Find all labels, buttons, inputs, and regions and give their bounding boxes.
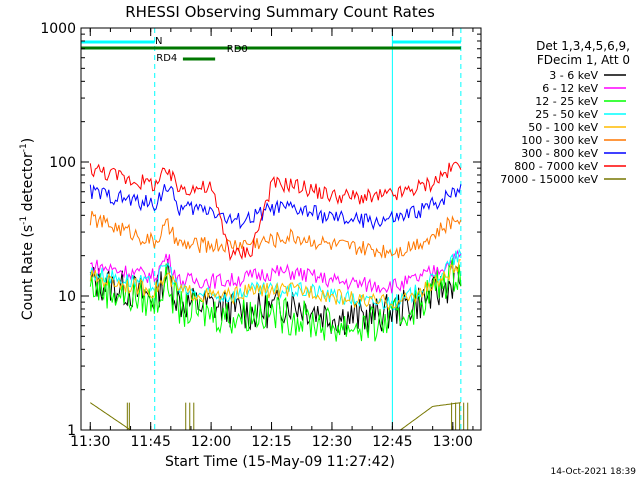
legend-label: 7000 - 15000 keV xyxy=(500,173,598,186)
x-axis-label: Start Time (15-May-09 11:27:42) xyxy=(165,454,395,470)
x-tick-label: 13:00 xyxy=(433,434,473,450)
series-line-3 xyxy=(89,248,462,311)
x-tick-label: 12:45 xyxy=(372,434,412,450)
legend-label: 12 - 25 keV xyxy=(535,95,598,108)
legend: Det 1,3,4,5,6,9, FDecim 1, Att 0 3 - 6 k… xyxy=(500,39,630,186)
legend-label: 6 - 12 keV xyxy=(542,82,598,95)
y-axis-label-mid: detector xyxy=(20,152,36,216)
y-tick-label: 1 xyxy=(67,423,76,439)
legend-label: 100 - 300 keV xyxy=(521,134,598,147)
legend-header-line2: FDecim 1, Att 0 xyxy=(537,53,630,67)
rd4-flag-label: RD4 xyxy=(156,53,177,64)
series-line-6 xyxy=(89,184,462,231)
x-tick-label: 12:30 xyxy=(312,434,352,450)
x-axis: 11:30 11:45 12:00 12:15 12:30 12:45 13:00 xyxy=(70,28,474,450)
series-line-4 xyxy=(89,259,461,311)
series-line-7 xyxy=(89,161,462,262)
y-axis-label-main: Count Rate (s xyxy=(20,225,36,320)
chart-title: RHESSI Observing Summary Count Rates xyxy=(125,3,435,21)
y-axis-label: Count Rate (s-1 detector-1) xyxy=(19,138,36,320)
series-line-2 xyxy=(89,258,462,342)
footer-timestamp: 14-Oct-2021 18:39 xyxy=(551,467,637,477)
y-axis-label-end: ) xyxy=(20,138,36,143)
y-axis-label-sup1: -1 xyxy=(19,216,29,225)
rd0-flag-label: RD0 xyxy=(227,44,248,55)
night-flag-label: N xyxy=(155,36,162,47)
plot-frame xyxy=(80,27,482,431)
series-line-1 xyxy=(90,249,462,294)
x-tick-label: 12:00 xyxy=(191,434,231,450)
flag-bars: N RD0 RD4 xyxy=(81,36,461,64)
legend-label: 300 - 800 keV xyxy=(521,147,598,160)
y-tick-label: 100 xyxy=(49,155,76,171)
x-tick-label: 11:45 xyxy=(131,434,171,450)
y-axis: 1 10 100 1000 xyxy=(40,21,481,439)
x-tick-label: 11:30 xyxy=(70,434,110,450)
y-axis-label-sup2: -1 xyxy=(19,143,29,152)
x-tick-label: 12:15 xyxy=(251,434,291,450)
legend-label: 800 - 7000 keV xyxy=(514,160,598,173)
legend-header-line1: Det 1,3,4,5,6,9, xyxy=(536,39,630,53)
y-tick-label: 1000 xyxy=(40,21,76,37)
series-line-5 xyxy=(89,210,462,259)
y-tick-label: 10 xyxy=(58,289,76,305)
legend-label: 50 - 100 keV xyxy=(528,121,598,134)
legend-label: 25 - 50 keV xyxy=(535,108,598,121)
series-layer xyxy=(89,161,469,430)
legend-label: 3 - 6 keV xyxy=(549,69,598,82)
